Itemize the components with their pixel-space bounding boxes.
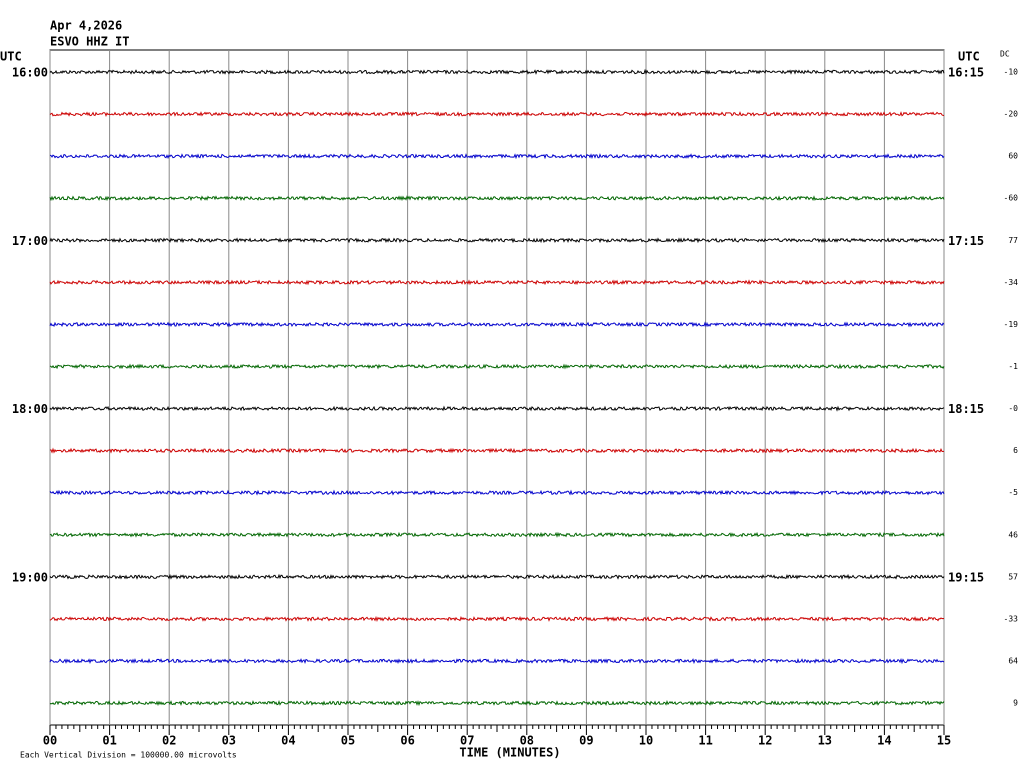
x-tick-label: 06 bbox=[400, 734, 414, 748]
trace bbox=[49, 111, 945, 118]
dc-title: DC bbox=[1000, 50, 1010, 59]
dc-value: 77 bbox=[1008, 236, 1018, 245]
trace bbox=[49, 573, 945, 580]
trace bbox=[49, 405, 945, 412]
x-tick-label: 13 bbox=[818, 734, 832, 748]
left-time-label: 18:00 bbox=[12, 402, 48, 416]
x-tick-label: 00 bbox=[43, 734, 57, 748]
dc-value: 57 bbox=[1008, 572, 1018, 581]
trace bbox=[49, 699, 945, 707]
x-tick-label: 09 bbox=[579, 734, 593, 748]
x-tick-label: 05 bbox=[341, 734, 355, 748]
dc-value: -10 bbox=[1004, 68, 1019, 77]
trace bbox=[49, 195, 945, 202]
left-time-label: 17:00 bbox=[12, 234, 48, 248]
x-tick-label: 07 bbox=[460, 734, 474, 748]
right-zone: UTC bbox=[958, 50, 980, 64]
dc-value: -20 bbox=[1004, 110, 1019, 119]
dc-value: 9 bbox=[1013, 699, 1018, 708]
trace bbox=[49, 153, 945, 160]
x-tick-label: 08 bbox=[520, 734, 534, 748]
dc-value: -19 bbox=[1004, 320, 1019, 329]
x-tick-label: 11 bbox=[698, 734, 712, 748]
x-axis-title: TIME (MINUTES) bbox=[459, 746, 560, 760]
dc-value: -0 bbox=[1008, 404, 1018, 413]
dc-value: 64 bbox=[1008, 656, 1018, 665]
trace bbox=[49, 615, 945, 623]
trace bbox=[49, 321, 945, 328]
dc-value: -33 bbox=[1004, 614, 1019, 623]
right-time-label: 17:15 bbox=[948, 234, 984, 248]
dc-value: -5 bbox=[1008, 488, 1018, 497]
right-time-label: 19:15 bbox=[948, 570, 984, 584]
station: ESVO HHZ IT bbox=[50, 35, 129, 49]
dc-value: -1 bbox=[1008, 362, 1018, 371]
x-tick-label: 15 bbox=[937, 734, 951, 748]
left-zone: UTC bbox=[0, 50, 22, 64]
trace bbox=[49, 237, 945, 244]
right-time-label: 18:15 bbox=[948, 402, 984, 416]
x-tick-label: 14 bbox=[877, 734, 891, 748]
date: Apr 4,2026 bbox=[50, 19, 122, 33]
footer: Each Vertical Division = 100000.00 micro… bbox=[20, 751, 237, 760]
dc-value: -34 bbox=[1004, 278, 1019, 287]
trace bbox=[49, 68, 945, 76]
x-tick-label: 10 bbox=[639, 734, 653, 748]
trace bbox=[49, 489, 945, 496]
trace bbox=[49, 531, 945, 538]
left-time-label: 19:00 bbox=[12, 570, 48, 584]
x-tick-label: 12 bbox=[758, 734, 772, 748]
trace bbox=[49, 279, 945, 286]
dc-value: 6 bbox=[1013, 446, 1018, 455]
x-tick-label: 04 bbox=[281, 734, 295, 748]
x-tick-label: 03 bbox=[222, 734, 236, 748]
dc-value: 60 bbox=[1008, 152, 1018, 161]
trace bbox=[49, 447, 945, 454]
left-time-label: 16:00 bbox=[12, 66, 48, 80]
trace bbox=[49, 657, 945, 665]
dc-value: -60 bbox=[1004, 194, 1019, 203]
dc-value: 46 bbox=[1008, 530, 1018, 539]
right-time-label: 16:15 bbox=[948, 66, 984, 80]
x-tick-label: 02 bbox=[162, 734, 176, 748]
x-tick-label: 01 bbox=[102, 734, 116, 748]
trace bbox=[49, 363, 945, 370]
